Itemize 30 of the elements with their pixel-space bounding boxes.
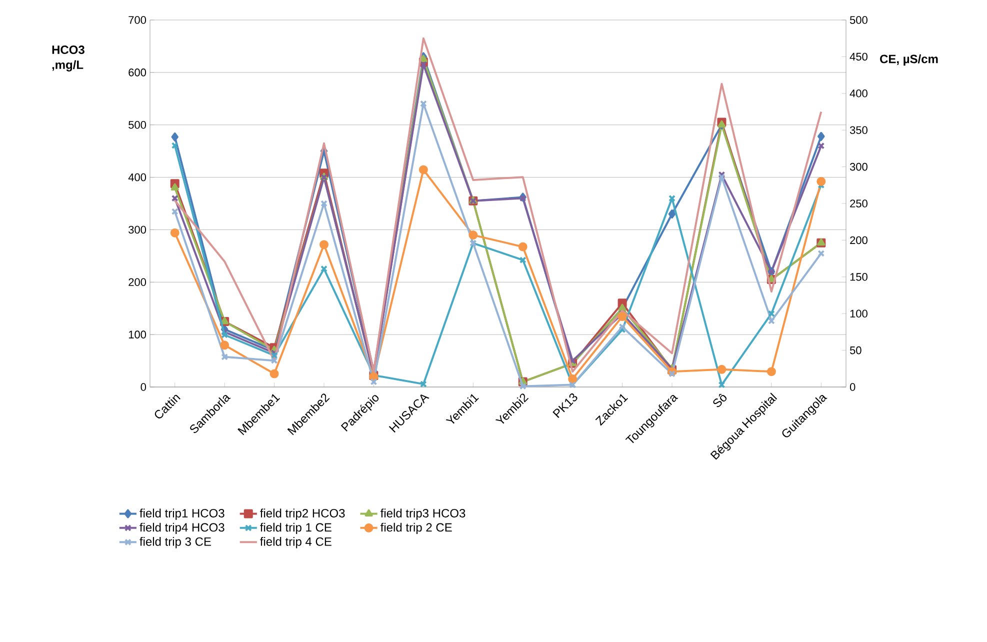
y-tick-label: 100 (128, 330, 146, 338)
y2-tick-label: 300 (850, 162, 868, 171)
y2-tick-label: 250 (850, 200, 868, 208)
legend-label: field trip1 HCO3 (140, 508, 224, 520)
legend-label: field trip 4 CE (260, 537, 332, 548)
y2-tick-label: 400 (850, 90, 868, 98)
y-tick-label: 400 (128, 173, 146, 182)
x-tick-label: Sô (713, 394, 727, 408)
y2-tick-label: 450 (850, 52, 868, 61)
y2-tick-label: 350 (850, 126, 868, 134)
y2-tick-label: 500 (850, 16, 868, 24)
legend-label: field trip 1 CE (260, 522, 332, 534)
y2-tick-label: 50 (850, 346, 862, 354)
y-axis-title: HCO3 ,mg/L (52, 46, 84, 72)
legend-label: field trip 3 CE (140, 537, 211, 548)
y-tick-label: 300 (128, 226, 146, 234)
y-tick-label: 500 (128, 120, 146, 129)
y-tick-label: 700 (128, 16, 146, 24)
y2-axis-title: CE, µS/cm (880, 54, 938, 66)
legend-label: field trip3 HCO3 (380, 508, 466, 520)
y2-tick-label: 150 (850, 273, 868, 281)
legend-label: field trip 2 CE (380, 522, 452, 534)
y2-tick-label: 200 (850, 236, 868, 244)
y2-tick-label: 0 (850, 383, 856, 391)
y-tick-label: 0 (140, 383, 146, 391)
y-tick-label: 600 (128, 68, 146, 76)
y2-tick-label: 100 (850, 310, 868, 318)
legend-label: field trip4 HCO3 (140, 522, 224, 534)
legend-label: field trip2 HCO3 (260, 508, 345, 520)
y-tick-label: 200 (128, 278, 146, 286)
